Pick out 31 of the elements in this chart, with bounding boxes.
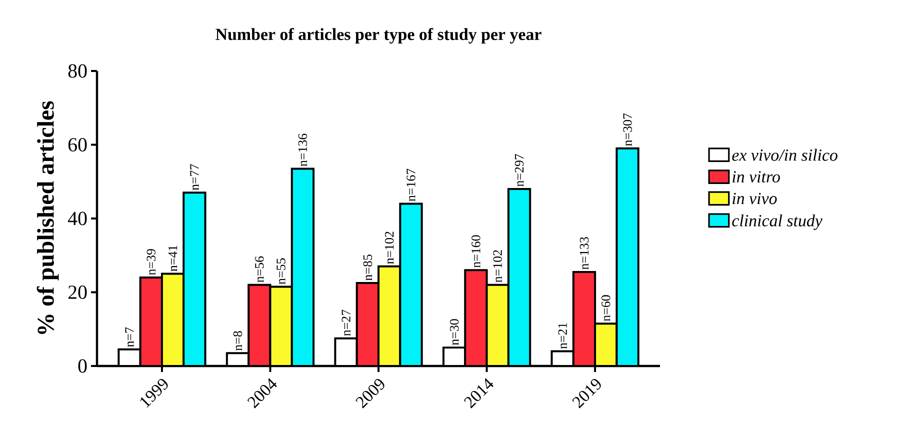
chart-title: Number of articles per type of study per year [216, 28, 542, 44]
annotation: n=56 [255, 256, 264, 282]
annotation: n=85 [363, 254, 372, 281]
y-tick-label: 40 [68, 212, 87, 226]
y-axis-title: % of published articles [36, 101, 59, 334]
annotation: n=39 [146, 249, 156, 276]
annotation: n=102 [493, 250, 502, 282]
y-tick-label: 80 [68, 64, 87, 78]
annotation: n=102 [384, 232, 394, 264]
y-tick-label: 20 [68, 286, 87, 299]
annotation: n=8 [233, 331, 242, 351]
annotation: n=30 [450, 319, 459, 346]
annotation: n=7 [125, 327, 134, 347]
annotation: n=307 [623, 113, 632, 146]
annotation: n=77 [190, 164, 199, 190]
annotation: n=55 [276, 258, 286, 284]
annotation: n=160 [472, 235, 480, 268]
annotation: n=297 [514, 154, 524, 187]
annotation: n=60 [602, 295, 610, 322]
annotation: n=167 [406, 168, 416, 202]
annotation: n=133 [580, 237, 589, 270]
legend-label: ex vivo/in silico [732, 148, 838, 161]
legend-label: clinical study [732, 214, 822, 230]
annotation: n=27 [342, 310, 350, 336]
legend-label: in vitro [732, 171, 780, 183]
annotation: n=136 [298, 134, 308, 166]
y-tick-label: 0 [78, 359, 87, 373]
y-tick-label: 60 [68, 138, 87, 152]
annotation: n=21 [558, 323, 567, 349]
legend-label: in vivo [732, 192, 777, 204]
annotation: n=41 [168, 246, 178, 272]
